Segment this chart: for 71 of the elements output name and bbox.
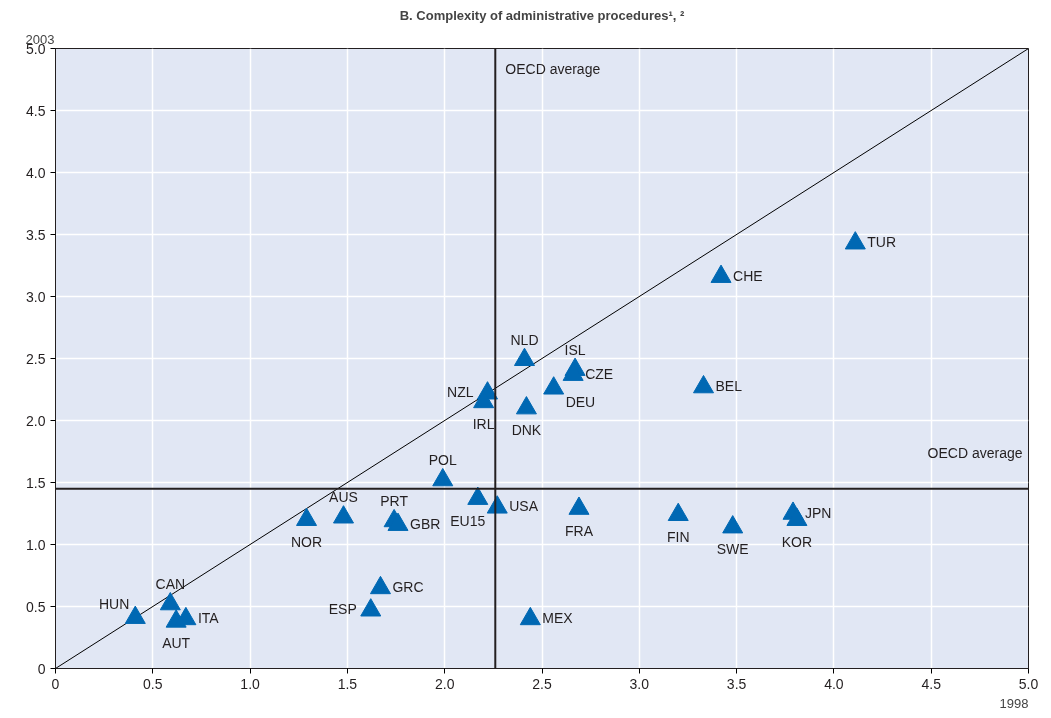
annotation: JPN [805,504,832,521]
point [515,396,537,415]
y-tick-label: 3.5 [26,226,46,243]
point [432,467,454,487]
annotation: KOR [781,533,813,550]
x-tick-label: 3.5 [726,675,747,692]
point [296,507,318,526]
annotation: ESP [328,601,357,618]
annotation: FRA [564,522,594,539]
point [844,231,866,250]
y-tick-label: 2.0 [26,412,46,429]
annotation: SWE [716,541,749,558]
annotation: AUS [329,489,358,506]
y-tick-label: 0.5 [26,598,46,615]
point [467,486,489,505]
x-tick-label: 2.0 [434,675,455,692]
annotation: GBR [410,515,441,532]
ref-line-label: OECD average [505,60,601,77]
annotation: CAN [155,576,186,593]
x-tick-label: 2.5 [532,675,552,692]
annotation: NLD [510,331,539,348]
annotation: DNK [511,422,542,439]
point [710,264,732,283]
annotation: NOR [290,533,323,550]
annotation: ISL [564,341,586,358]
annotation: BEL [715,378,743,395]
annotation: DEU [565,394,596,411]
annotation: PRT [380,492,409,509]
y-tick-label: 2.5 [26,350,46,367]
point [360,598,382,617]
point [568,496,590,515]
ref-line-label: OECD average [927,444,1023,461]
annotation: CHE [733,267,763,284]
x-tick-label: 5.0 [1018,675,1039,692]
x-tick-label: 1.0 [240,675,261,692]
point [667,502,689,522]
point [159,591,181,611]
annotation: POL [428,452,457,469]
x-tick-label: 1.5 [337,675,358,692]
annotation: CZE [585,365,614,382]
y-tick-label: 4.0 [26,164,46,181]
x-axis-title: 1998 [999,695,1029,711]
x-tick-label: 0 [51,675,60,692]
point [543,376,565,395]
annotation: GRC [392,578,424,595]
annotation: EU15 [450,512,486,529]
point [369,575,391,595]
annotation: ITA [197,609,220,626]
x-tick-label: 3.0 [629,675,650,692]
annotation: HUN [98,595,130,612]
point [519,606,541,626]
x-tick-label: 4.5 [921,675,942,692]
annotation: TUR [867,234,897,251]
point [513,347,535,367]
y-tick-label: 4.5 [26,102,46,119]
annotation: NZL [447,384,474,401]
x-tick-label: 4.0 [824,675,844,692]
annotation: AUT [162,635,191,652]
y-tick-label: 1.5 [26,474,46,491]
point [333,505,355,524]
x-tick-label: 0.5 [143,675,163,692]
annotation: MEX [542,609,574,626]
point [693,374,715,394]
annotation: USA [509,498,539,515]
y-tick-label: 3.0 [26,288,46,305]
y-tick-label: 0 [37,660,46,677]
point [722,515,744,534]
annotation: FIN [666,528,690,545]
chart-title: B. Complexity of administrative procedures¹, ² [399,7,685,23]
y-tick-label: 1.0 [26,536,46,553]
annotation: IRL [472,415,495,432]
